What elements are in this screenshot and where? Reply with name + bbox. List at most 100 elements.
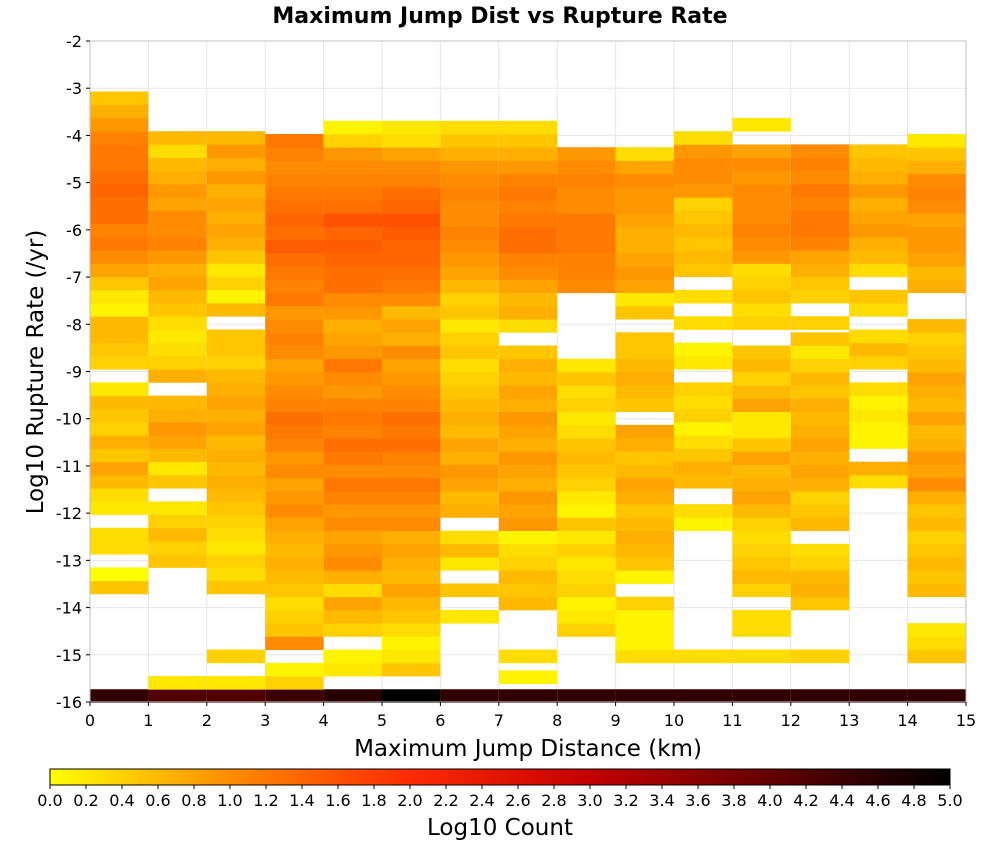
heatmap-cell	[440, 477, 499, 492]
heatmap-cells	[90, 91, 966, 703]
heatmap-cell	[440, 120, 499, 135]
heatmap-cell	[148, 144, 207, 159]
heatmap-cell	[498, 649, 558, 664]
heatmap-cell	[674, 263, 733, 277]
heatmap-cell	[206, 131, 266, 145]
heatmap-cell	[323, 609, 382, 624]
heatmap-cell	[148, 369, 207, 383]
heatmap-cell	[440, 464, 499, 479]
heatmap-cell	[206, 303, 266, 317]
heatmap-cell	[498, 292, 558, 307]
heatmap-cell	[148, 527, 207, 542]
heatmap-cell	[265, 424, 324, 439]
heatmap-cell	[148, 184, 207, 198]
heatmap-cell	[440, 239, 499, 254]
colorbar-tick-label: 0.8	[181, 791, 206, 810]
heatmap-cell	[148, 263, 207, 277]
heatmap-cell	[90, 355, 149, 370]
heatmap-cell	[732, 263, 791, 277]
heatmap-cell	[323, 345, 382, 360]
heatmap-cell	[790, 477, 850, 492]
heatmap-cell	[206, 408, 266, 423]
heatmap-cell	[732, 303, 791, 317]
colorbar-tick-label: 2.6	[505, 791, 530, 810]
heatmap-cell	[206, 422, 266, 436]
heatmap-cell	[732, 543, 791, 558]
heatmap-cell	[265, 557, 324, 571]
heatmap-cell	[382, 451, 441, 465]
heatmap-cell	[790, 345, 850, 360]
heatmap-cell	[206, 342, 266, 357]
heatmap-cell	[674, 649, 733, 664]
heatmap-cell	[498, 160, 558, 175]
heatmap-cell	[557, 371, 616, 386]
heatmap-cell	[732, 184, 791, 198]
heatmap-cell	[382, 305, 441, 320]
heatmap-cell	[557, 147, 616, 161]
heatmap-cell	[732, 557, 791, 571]
heatmap-cell	[557, 477, 616, 492]
heatmap-cell	[382, 649, 441, 664]
heatmap-cell	[323, 398, 382, 413]
heatmap-cell	[206, 461, 266, 476]
heatmap-cell	[90, 289, 149, 304]
heatmap-cell	[498, 371, 558, 386]
heatmap-cell	[382, 186, 441, 201]
heatmap-cell	[732, 411, 791, 426]
heatmap-cell	[615, 147, 674, 161]
heatmap-cell	[382, 385, 441, 399]
heatmap-cell	[615, 252, 674, 267]
y-tick-label: -11	[56, 457, 82, 476]
heatmap-cell	[674, 422, 733, 436]
heatmap-cell	[790, 490, 850, 505]
heatmap-cell	[732, 385, 791, 399]
heatmap-cell	[790, 263, 850, 277]
heatmap-cell	[907, 623, 966, 637]
heatmap-cell	[732, 316, 791, 330]
heatmap-cell	[790, 316, 850, 330]
heatmap-cell	[498, 345, 558, 360]
heatmap-cell	[615, 239, 674, 254]
colorbar-tick-label: 0.6	[145, 791, 170, 810]
heatmap-cell	[557, 411, 616, 426]
heatmap-cell	[907, 160, 966, 175]
heatmap-cell	[323, 239, 382, 254]
heatmap-cell	[557, 173, 616, 188]
heatmap-cell	[265, 305, 324, 320]
heatmap-cell	[849, 342, 908, 357]
heatmap-cell	[265, 438, 324, 452]
heatmap-cell	[382, 464, 441, 479]
heatmap-cell	[148, 514, 207, 529]
heatmap-cell	[790, 583, 850, 598]
x-tick-label: 7	[494, 711, 504, 730]
heatmap-cell	[265, 279, 324, 294]
heatmap-cell	[148, 170, 207, 185]
heatmap-cell	[323, 385, 382, 399]
heatmap-cell	[790, 371, 850, 386]
heatmap-cell	[790, 250, 850, 264]
heatmap-cell	[615, 371, 674, 386]
heatmap-cell	[90, 342, 149, 357]
heatmap-cell	[907, 252, 966, 267]
heatmap-cell	[148, 689, 207, 703]
heatmap-cell	[148, 540, 207, 555]
heatmap-cell	[265, 186, 324, 201]
colorbar-tick-label: 0.2	[73, 791, 98, 810]
colorbar-tick-label: 3.0	[577, 791, 602, 810]
heatmap-cell	[265, 226, 324, 241]
heatmap-cell	[90, 488, 149, 502]
colorbar-tick-label: 4.2	[793, 791, 818, 810]
heatmap-cell	[498, 120, 558, 135]
colorbar-tick-label: 2.8	[541, 791, 566, 810]
heatmap-cell	[615, 543, 674, 558]
heatmap-cell	[849, 382, 908, 396]
heatmap-cell	[440, 200, 499, 214]
heatmap-cell	[732, 477, 791, 492]
heatmap-cell	[790, 197, 850, 211]
heatmap-cell	[790, 411, 850, 426]
heatmap-cell	[498, 517, 558, 532]
heatmap-cell	[323, 583, 382, 598]
heatmap-cell	[498, 689, 558, 703]
